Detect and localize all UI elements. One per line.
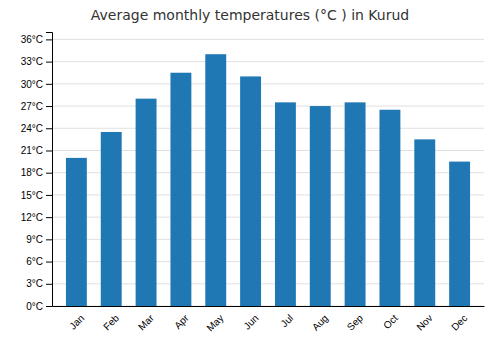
x-tick-label: Jun [241,312,260,331]
y-tick: 21°C [21,145,52,156]
x-tick-label: Jan [67,312,86,331]
x-axis-line [53,306,485,307]
y-tick-label: 15°C [21,190,43,201]
y-tick: 12°C [21,212,52,223]
bar [345,102,366,306]
y-tick: 24°C [21,123,52,134]
y-tick-label: 12°C [21,212,43,223]
x-tick-label: Apr [172,312,191,331]
x-tick: Nov [414,312,434,332]
title: Average monthly temperatures (°C ) in Ku… [91,7,409,23]
x-tick: Jun [241,312,260,331]
bars [66,54,470,306]
bar [379,110,400,306]
x-tick: Jul [278,312,295,329]
y-tick-label: 18°C [21,167,43,178]
chart: 0°C 3°C 6°C 9°C 12°C 15°C 18°C 21°C 24°C 27°C 30°C… [0,0,500,350]
y-tick-mark [46,284,52,285]
y-tick-label: 9°C [26,234,43,245]
x-tick-label: Mar [136,312,156,332]
bar [275,102,296,306]
x-tick: Oct [381,312,400,331]
y-tick: 27°C [21,101,52,112]
grid-line [52,128,484,129]
y-tick-label: 36°C [21,34,43,45]
grid-line [52,106,484,107]
y-tick-mark [46,62,52,63]
y-tick-label: 24°C [21,123,43,134]
bar [101,132,122,306]
grid [52,39,484,306]
x-tick-label: Jul [278,312,295,329]
y-tick-label: 3°C [26,278,43,289]
x-tick: Mar [136,312,156,332]
x-tick-label: Dec [449,312,469,332]
x-tick: Jan [67,312,86,331]
x-tick-label: Oct [381,312,400,331]
y-tick-mark [46,306,52,307]
y-tick-mark [46,173,52,174]
bar [205,54,226,306]
x-axis: Jan Feb Mar Apr May Jun Jul Aug Sep Oct Nov Dec [53,307,485,334]
x-tick: Sep [345,312,366,333]
y-tick-mark [46,39,52,40]
y-tick-mark [46,150,52,151]
bar [170,73,191,306]
bar [449,162,470,306]
x-tick-label: Aug [310,312,330,332]
x-tick-label: Sep [345,312,366,333]
y-tick-label: 21°C [21,145,43,156]
y-tick: 18°C [21,167,52,178]
y-tick-label: 33°C [21,56,43,67]
x-tick: Dec [449,312,469,332]
y-tick-mark [46,84,52,85]
y-tick: 9°C [26,234,52,245]
y-tick-label: 27°C [21,101,43,112]
y-axis: 0°C 3°C 6°C 9°C 12°C 15°C 18°C 21°C 24°C 27°C 30°C… [21,33,53,312]
grid-line [52,83,484,84]
y-tick-mark [46,239,52,240]
y-tick: 30°C [21,79,52,90]
x-tick-label: Nov [414,312,434,332]
y-tick: 6°C [26,256,52,267]
x-tick: Feb [101,312,121,332]
bar [414,139,435,306]
y-tick-label: 6°C [26,256,43,267]
y-tick: 0°C [26,301,52,312]
y-tick: 3°C [26,278,52,289]
bar [310,106,331,306]
y-tick-label: 0°C [26,301,43,312]
bar [136,99,157,306]
y-tick: 36°C [21,34,52,45]
y-tick-mark [46,217,52,218]
y-tick-label: 30°C [21,79,43,90]
x-tick: Apr [172,312,191,331]
bar [240,76,261,306]
plot: 0°C 3°C 6°C 9°C 12°C 15°C 18°C 21°C 24°C 27°C 30°C… [21,33,485,334]
y-tick-mark [46,195,52,196]
y-tick-mark [46,262,52,263]
y-tick-mark [46,106,52,107]
x-tick: May [204,312,225,333]
x-tick-label: Feb [101,312,121,332]
grid-line [52,39,484,40]
y-tick: 15°C [21,190,52,201]
x-tick: Aug [310,312,330,332]
bar [66,158,87,306]
grid-line [52,61,484,62]
y-axis-line [46,33,53,307]
x-tick-label: May [204,312,225,333]
y-tick-mark [46,128,52,129]
y-tick: 33°C [21,56,52,67]
